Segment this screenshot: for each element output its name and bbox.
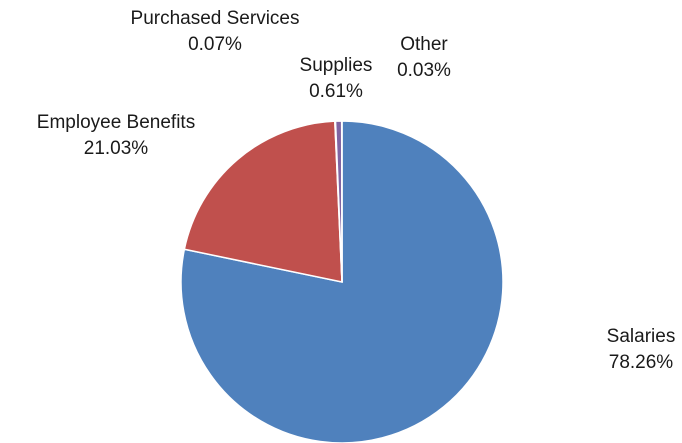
pie-slices [180, 120, 504, 443]
pie-label-other: Other 0.03% [397, 34, 451, 81]
pie-label-category: Salaries [607, 326, 676, 347]
pie-label-category: Employee Benefits [37, 112, 195, 133]
pie-label-employee-benefits: Employee Benefits 21.03% [37, 112, 195, 159]
pie-label-percent: 0.61% [309, 81, 363, 102]
pie-label-category: Supplies [300, 55, 373, 76]
pie-label-salaries: Salaries 78.26% [607, 326, 676, 373]
pie-label-purchased-services: Purchased Services 0.07% [131, 8, 300, 55]
pie-label-percent: 0.07% [188, 34, 242, 55]
pie-slice-employee-benefits [183, 120, 343, 283]
pie-label-percent: 0.03% [397, 60, 451, 81]
pie-labels: Salaries 78.26% Employee Benefits 21.03% Pur… [37, 8, 676, 373]
pie-label-percent: 21.03% [84, 138, 149, 159]
pie-label-supplies: Supplies 0.61% [300, 55, 373, 102]
pie-label-category: Other [400, 34, 448, 55]
pie-label-percent: 78.26% [609, 352, 674, 373]
pie-label-category: Purchased Services [131, 8, 300, 29]
